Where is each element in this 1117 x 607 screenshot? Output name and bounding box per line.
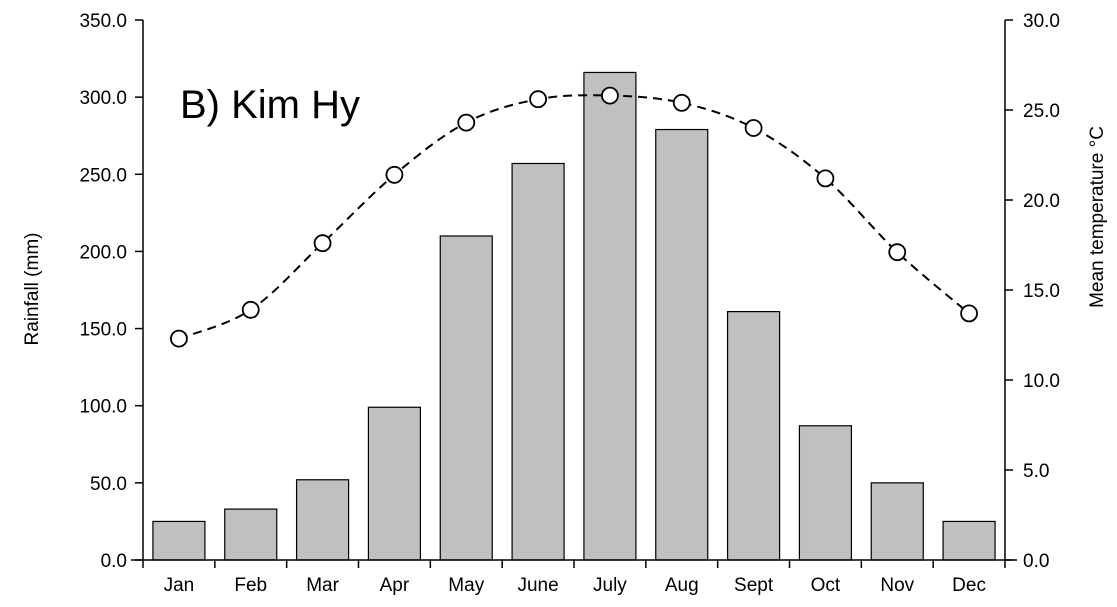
axes bbox=[131, 19, 1017, 568]
rainfall-bar-sept bbox=[726, 311, 781, 561]
x-tick-label-sept: Sept bbox=[734, 575, 774, 596]
y-axis-left-title: Rainfall (mm) bbox=[22, 233, 43, 346]
y-tick-label-right: 5.0 bbox=[1023, 461, 1049, 482]
y-tick-label-right: 10.0 bbox=[1023, 371, 1060, 392]
y-tick-label-right: 0.0 bbox=[1023, 551, 1049, 572]
temperature-point-jan bbox=[170, 329, 188, 348]
rainfall-bars bbox=[152, 71, 996, 561]
y-tick-label-right: 25.0 bbox=[1023, 101, 1060, 122]
temperature-point-mar bbox=[313, 234, 332, 253]
x-tick-label-oct: Oct bbox=[811, 575, 841, 596]
temperature-point-july bbox=[601, 86, 619, 105]
y-tick-label-left: 100.0 bbox=[79, 397, 127, 418]
rainfall-bar-dec bbox=[942, 520, 996, 561]
rainfall-bar-nov bbox=[870, 482, 924, 561]
x-tick-label-july: July bbox=[593, 575, 627, 596]
temperature-point-aug bbox=[672, 93, 691, 112]
y-tick-label-left: 350.0 bbox=[79, 11, 127, 32]
temperature-point-dec bbox=[960, 304, 978, 323]
x-tick-label-apr: Apr bbox=[380, 575, 410, 596]
temperature-series bbox=[170, 86, 978, 348]
temperature-point-may bbox=[457, 113, 476, 132]
rainfall-bar-may bbox=[439, 235, 493, 561]
y-tick-label-left: 0.0 bbox=[101, 551, 127, 572]
temperature-point-feb bbox=[241, 300, 260, 319]
x-tick-label-nov: Nov bbox=[880, 575, 914, 596]
y-axis-right-title: Mean temperature °C bbox=[1087, 126, 1108, 308]
y-tick-label-right: 15.0 bbox=[1023, 281, 1060, 302]
x-tick-label-may: May bbox=[448, 575, 484, 596]
temperature-point-nov bbox=[888, 243, 907, 262]
chart-title: B) Kim Hy bbox=[180, 83, 360, 127]
temperature-line bbox=[178, 94, 970, 340]
rainfall-bar-june bbox=[511, 162, 565, 561]
y-tick-label-left: 150.0 bbox=[79, 320, 127, 341]
rainfall-bar-feb bbox=[224, 508, 278, 561]
rainfall-bar-mar bbox=[295, 479, 350, 561]
temperature-point-oct bbox=[816, 169, 835, 188]
y-tick-label-left: 50.0 bbox=[90, 474, 127, 495]
rainfall-bar-aug bbox=[655, 128, 709, 561]
y-tick-label-right: 30.0 bbox=[1023, 11, 1060, 32]
temperature-point-june bbox=[529, 90, 547, 109]
x-tick-label-dec: Dec bbox=[952, 575, 986, 596]
x-tick-label-june: June bbox=[517, 575, 558, 596]
y-tick-label-left: 300.0 bbox=[79, 88, 127, 109]
y-tick-label-right: 20.0 bbox=[1023, 191, 1060, 212]
x-tick-label-mar: Mar bbox=[306, 575, 339, 596]
rainfall-bar-jan bbox=[152, 520, 206, 561]
rainfall-bar-july bbox=[583, 71, 637, 561]
temperature-point-apr bbox=[385, 165, 404, 184]
x-tick-label-feb: Feb bbox=[234, 575, 267, 596]
x-tick-label-jan: Jan bbox=[164, 575, 195, 596]
x-tick-label-aug: Aug bbox=[665, 575, 699, 596]
rainfall-bar-oct bbox=[798, 425, 853, 561]
y-tick-label-left: 200.0 bbox=[79, 242, 127, 263]
y-tick-label-left: 250.0 bbox=[79, 165, 127, 186]
tick-labels: 0.0 50.0 100.0 150.0 200.0 250.0 300.0 350.0 0.0… bbox=[79, 11, 1060, 596]
rainfall-bar-apr bbox=[367, 406, 422, 561]
temperature-point-sept bbox=[744, 119, 763, 137]
